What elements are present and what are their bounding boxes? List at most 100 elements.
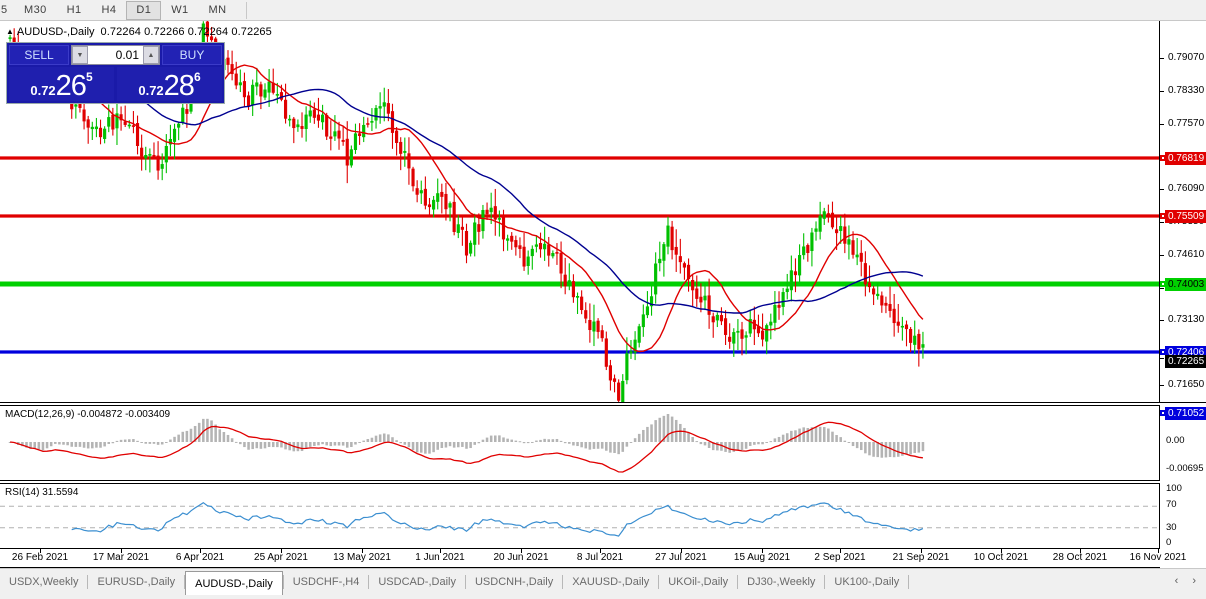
- date-axis-label: 25 Apr 2021: [254, 552, 308, 563]
- price-tick-mark: [1160, 58, 1164, 59]
- tab-nav-controls: ‹ ›: [1175, 575, 1206, 587]
- chart-tab-dj30-weekly[interactable]: DJ30-,Weekly: [747, 576, 816, 588]
- level-drag-handle[interactable]: [1160, 349, 1166, 355]
- timeframe-button-w1[interactable]: W1: [171, 4, 189, 16]
- sell-price-big: 26: [55, 70, 87, 102]
- macd-scale-label: 0.00: [1166, 435, 1185, 446]
- date-tick-mark: [200, 549, 201, 553]
- chevron-down-icon[interactable]: ▼: [72, 46, 88, 64]
- sell-price-sup: 5: [85, 70, 93, 84]
- date-axis-label: 20 Jun 2021: [493, 552, 549, 563]
- timeframe-button-h1[interactable]: H1: [66, 4, 82, 16]
- price-tick-mark: [1160, 288, 1164, 289]
- rsi-pane[interactable]: RSI(14) 31.5594: [0, 483, 1160, 549]
- date-axis-label: 8 Jul 2021: [576, 552, 624, 563]
- triangle-up-icon[interactable]: ▲: [6, 27, 14, 36]
- buy-price-prefix: 0.72: [138, 83, 164, 98]
- tab-divider: [464, 575, 466, 589]
- price-level-label-green[interactable]: 0.74003: [1165, 278, 1206, 291]
- chart-tab-usdcnh-daily[interactable]: USDCNH-,Daily: [474, 576, 554, 588]
- price-level-label-red[interactable]: 0.75509: [1165, 210, 1206, 223]
- tab-divider: [282, 575, 284, 589]
- buy-quote[interactable]: 0.72 28 6: [117, 67, 222, 101]
- timeframe-button-h4[interactable]: H4: [101, 4, 117, 16]
- one-click-trading-panel[interactable]: SELL ▼ 0.01 ▲ BUY 0.72 26 5 0.72 28 6: [6, 42, 225, 104]
- sell-quote[interactable]: 0.72 26 5: [9, 67, 114, 101]
- trade-panel-quotes: 0.72 26 5 0.72 28 6: [7, 67, 224, 103]
- macd-scale-label: -0.00695: [1166, 463, 1204, 474]
- chart-tab-uk100-daily[interactable]: UK100-,Daily: [834, 576, 900, 588]
- price-tick-label: 0.74610: [1168, 249, 1205, 260]
- buy-price-sup: 6: [193, 70, 201, 84]
- date-axis-label: 21 Sep 2021: [892, 552, 950, 563]
- date-axis-label: 6 Apr 2021: [175, 552, 225, 563]
- date-tick-mark: [1080, 549, 1081, 553]
- price-scale-axis[interactable]: 0.790700.783300.775700.760900.753500.746…: [1160, 21, 1206, 422]
- date-axis-label: 15 Aug 2021: [733, 552, 791, 563]
- volume-input[interactable]: ▼ 0.01 ▲: [71, 45, 160, 65]
- chart-symbol-label: AUDUSD-,Daily: [16, 26, 95, 38]
- chart-tab-usdcad-daily[interactable]: USDCAD-,Daily: [378, 576, 456, 588]
- level-drag-handle[interactable]: [1160, 281, 1166, 287]
- timeframe-button-d1[interactable]: D1: [126, 0, 162, 20]
- date-axis-label: 27 Jul 2021: [655, 552, 707, 563]
- tab-divider: [87, 575, 89, 589]
- tab-divider: [184, 575, 186, 589]
- price-chart-pane[interactable]: ▲ AUDUSD-,Daily 0.72264 0.72266 0.72264 0.…: [0, 21, 1160, 403]
- volume-value: 0.01: [115, 48, 139, 62]
- price-level-label-red[interactable]: 0.76819: [1165, 152, 1206, 165]
- price-tick-label: 0.79070: [1168, 52, 1205, 63]
- date-tick-mark: [681, 549, 682, 553]
- chevron-left-icon[interactable]: ‹: [1174, 575, 1179, 587]
- chevron-up-icon[interactable]: ▲: [143, 46, 159, 64]
- chart-tab-xauusd-daily[interactable]: XAUUSD-,Daily: [572, 576, 650, 588]
- date-axis-label: 28 Oct 2021: [1052, 552, 1108, 563]
- level-drag-handle[interactable]: [1160, 410, 1166, 416]
- price-tick-mark: [1160, 189, 1164, 190]
- date-tick-mark: [440, 549, 441, 553]
- date-axis-label: 10 Oct 2021: [973, 552, 1029, 563]
- chevron-right-icon[interactable]: ›: [1192, 575, 1196, 587]
- date-axis-label: 16 Nov 2021: [1129, 552, 1187, 563]
- rsi-plot: [0, 501, 1159, 537]
- macd-plot: [8, 414, 925, 473]
- chart-tab-audusd-daily[interactable]: AUDUSD-,Daily: [185, 571, 283, 595]
- buy-button[interactable]: BUY: [162, 45, 222, 65]
- macd-title: MACD(12,26,9) -0.004872 -0.003409: [5, 409, 171, 420]
- date-axis[interactable]: 26 Feb 2021 17 Mar 2021 6 Apr 2021 25 Apr 2…: [0, 549, 1186, 568]
- date-axis-label: 13 May 2021: [333, 552, 391, 563]
- price-tick-mark: [1160, 222, 1164, 223]
- price-tick-label: 0.76090: [1168, 183, 1205, 194]
- price-tick-mark: [1160, 358, 1164, 359]
- timeframe-button-m30[interactable]: M30: [24, 4, 47, 16]
- sell-price-prefix: 0.72: [30, 83, 56, 98]
- date-tick-mark: [840, 549, 841, 553]
- chart-tab-usdchf-h4[interactable]: USDCHF-,H4: [292, 576, 360, 588]
- date-tick-mark: [762, 549, 763, 553]
- chart-tab-ukoil-daily[interactable]: UKOil-,Daily: [668, 576, 729, 588]
- sell-button[interactable]: SELL: [9, 45, 69, 65]
- price-tick-label: 0.78330: [1168, 85, 1205, 96]
- chart-area: ▲ AUDUSD-,Daily 0.72264 0.72266 0.72264 0.…: [0, 21, 1206, 568]
- rsi-title: RSI(14) 31.5594: [5, 487, 79, 498]
- price-tick-label: 0.77570: [1168, 118, 1205, 129]
- tab-divider: [737, 575, 739, 589]
- macd-pane[interactable]: MACD(12,26,9) -0.004872 -0.003409: [0, 405, 1160, 481]
- rsi-scale-label: 0: [1166, 537, 1172, 548]
- date-tick-mark: [1158, 549, 1159, 553]
- tab-divider: [658, 575, 660, 589]
- timeframe-button-mn[interactable]: MN: [208, 4, 227, 16]
- rsi-scale-label: 30: [1166, 522, 1177, 533]
- rsi-scale-label: 100: [1166, 483, 1182, 494]
- level-drag-handle[interactable]: [1160, 155, 1166, 161]
- chart-tab-eurusd-daily[interactable]: EURUSD-,Daily: [97, 576, 176, 588]
- price-tick-mark: [1160, 91, 1164, 92]
- price-level-label-blue[interactable]: 0.71052: [1165, 407, 1206, 420]
- date-axis-label: 2 Sep 2021: [814, 552, 866, 563]
- chart-tab-usdx-weekly[interactable]: USDX,Weekly: [9, 576, 79, 588]
- level-drag-handle[interactable]: [1160, 213, 1166, 219]
- timeframe-button-5[interactable]: 5: [1, 4, 8, 16]
- date-tick-mark: [1001, 549, 1002, 553]
- price-level-label-black[interactable]: 0.72265: [1165, 355, 1206, 368]
- date-axis-label: 1 Jun 2021: [415, 552, 465, 563]
